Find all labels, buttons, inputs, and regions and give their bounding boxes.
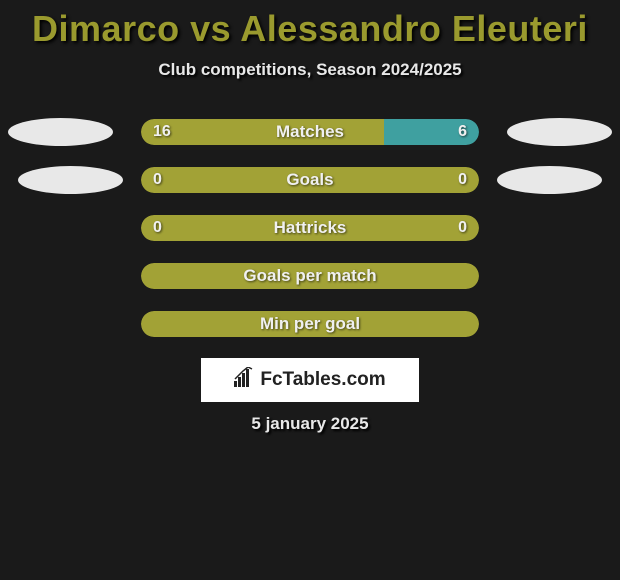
comparison-widget: Dimarco vs Alessandro Eleuteri Club comp… xyxy=(0,0,620,434)
stat-bar: Matches166 xyxy=(141,119,479,145)
logo: FcTables.com xyxy=(234,367,385,393)
stat-row: Matches166 xyxy=(0,118,620,146)
stat-rows: Matches166 Goals00 Hattricks00 Goals per ma… xyxy=(0,118,620,338)
date-label: 5 january 2025 xyxy=(0,414,620,434)
bar-fill xyxy=(141,215,479,241)
logo-box[interactable]: FcTables.com xyxy=(201,358,419,402)
stat-row: Goals00 xyxy=(0,166,620,194)
stat-row: Goals per match xyxy=(0,262,620,290)
page-title: Dimarco vs Alessandro Eleuteri xyxy=(0,8,620,50)
bar-fill-right xyxy=(384,119,479,145)
logo-text: FcTables.com xyxy=(260,369,385,391)
bar-fill xyxy=(141,311,479,337)
player-marker-right xyxy=(497,166,602,194)
stat-bar: Goals per match xyxy=(141,263,479,289)
stat-bar: Hattricks00 xyxy=(141,215,479,241)
player-marker-left xyxy=(18,166,123,194)
bar-fill xyxy=(141,167,479,193)
chart-icon xyxy=(234,367,256,393)
player-marker-right xyxy=(507,118,612,146)
stat-row: Min per goal xyxy=(0,310,620,338)
player-marker-left xyxy=(8,118,113,146)
bar-fill xyxy=(141,263,479,289)
subtitle: Club competitions, Season 2024/2025 xyxy=(0,60,620,80)
bar-fill-left xyxy=(141,119,384,145)
stat-row: Hattricks00 xyxy=(0,214,620,242)
stat-bar: Min per goal xyxy=(141,311,479,337)
stat-bar: Goals00 xyxy=(141,167,479,193)
